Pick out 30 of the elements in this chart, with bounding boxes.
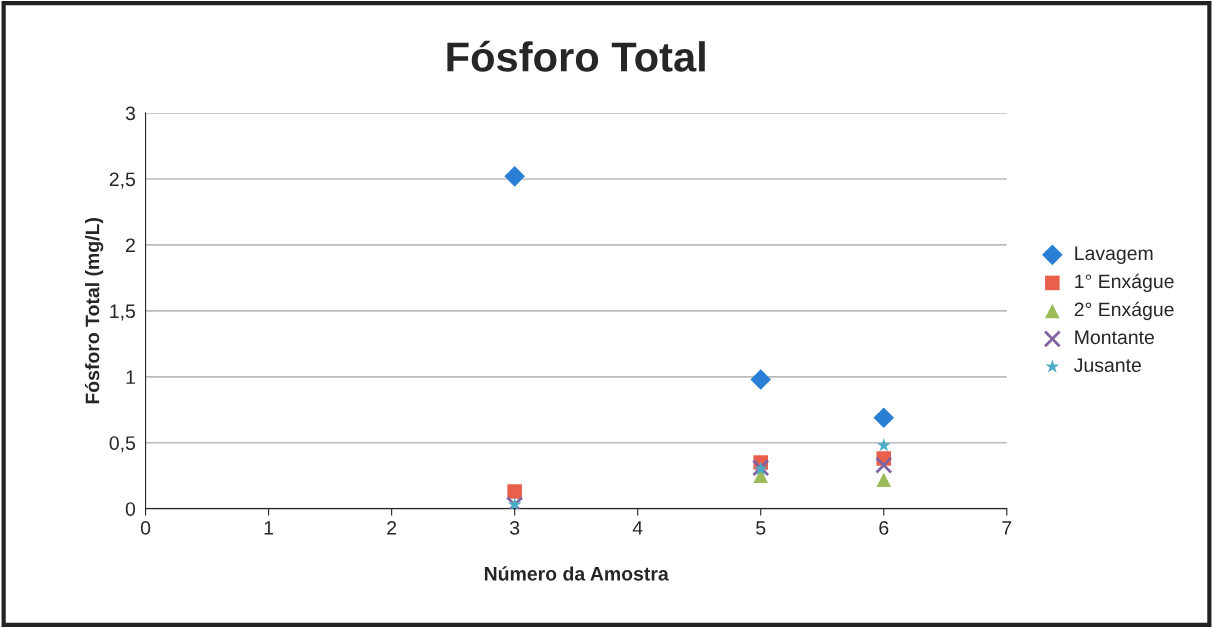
x-tick-label: 7 <box>1002 521 1012 535</box>
y-axis-title: Fósforo Total (mg/L) <box>84 218 104 404</box>
x-tick-label: 6 <box>879 521 889 535</box>
y-tick-label: 0 <box>125 502 136 516</box>
x-tick-label: 5 <box>756 521 766 535</box>
legend-label: Lavagem <box>1075 246 1153 264</box>
point <box>750 369 772 390</box>
x-tick-label: 3 <box>509 521 520 535</box>
y-tick-label: 2 <box>126 238 135 252</box>
point <box>876 472 892 487</box>
x-tick-label: 2 <box>387 521 397 535</box>
y-tick-label: 2,5 <box>109 172 136 189</box>
y-tick-label: 0,5 <box>109 436 136 453</box>
y-tick-label: 3 <box>125 106 135 121</box>
point <box>507 484 522 499</box>
legend-label: Montante <box>1075 330 1154 345</box>
x-tick-label: 0 <box>140 521 151 535</box>
point <box>876 438 891 452</box>
chart-title: Fósforo Total <box>447 40 705 72</box>
legend-label: 1° Enxágue <box>1075 273 1174 293</box>
y-tick-label: 1 <box>126 370 135 384</box>
x-axis-title: Número da Amostra <box>484 566 669 581</box>
point <box>875 456 893 474</box>
x-tick-label: 1 <box>264 521 274 535</box>
point <box>504 166 525 187</box>
legend-label: Jusante <box>1074 358 1141 372</box>
legend-label: 2° Enxágue <box>1074 301 1174 321</box>
point <box>873 407 895 428</box>
y-tick-label: 1,5 <box>110 304 136 321</box>
x-tick-label: 4 <box>632 521 643 535</box>
